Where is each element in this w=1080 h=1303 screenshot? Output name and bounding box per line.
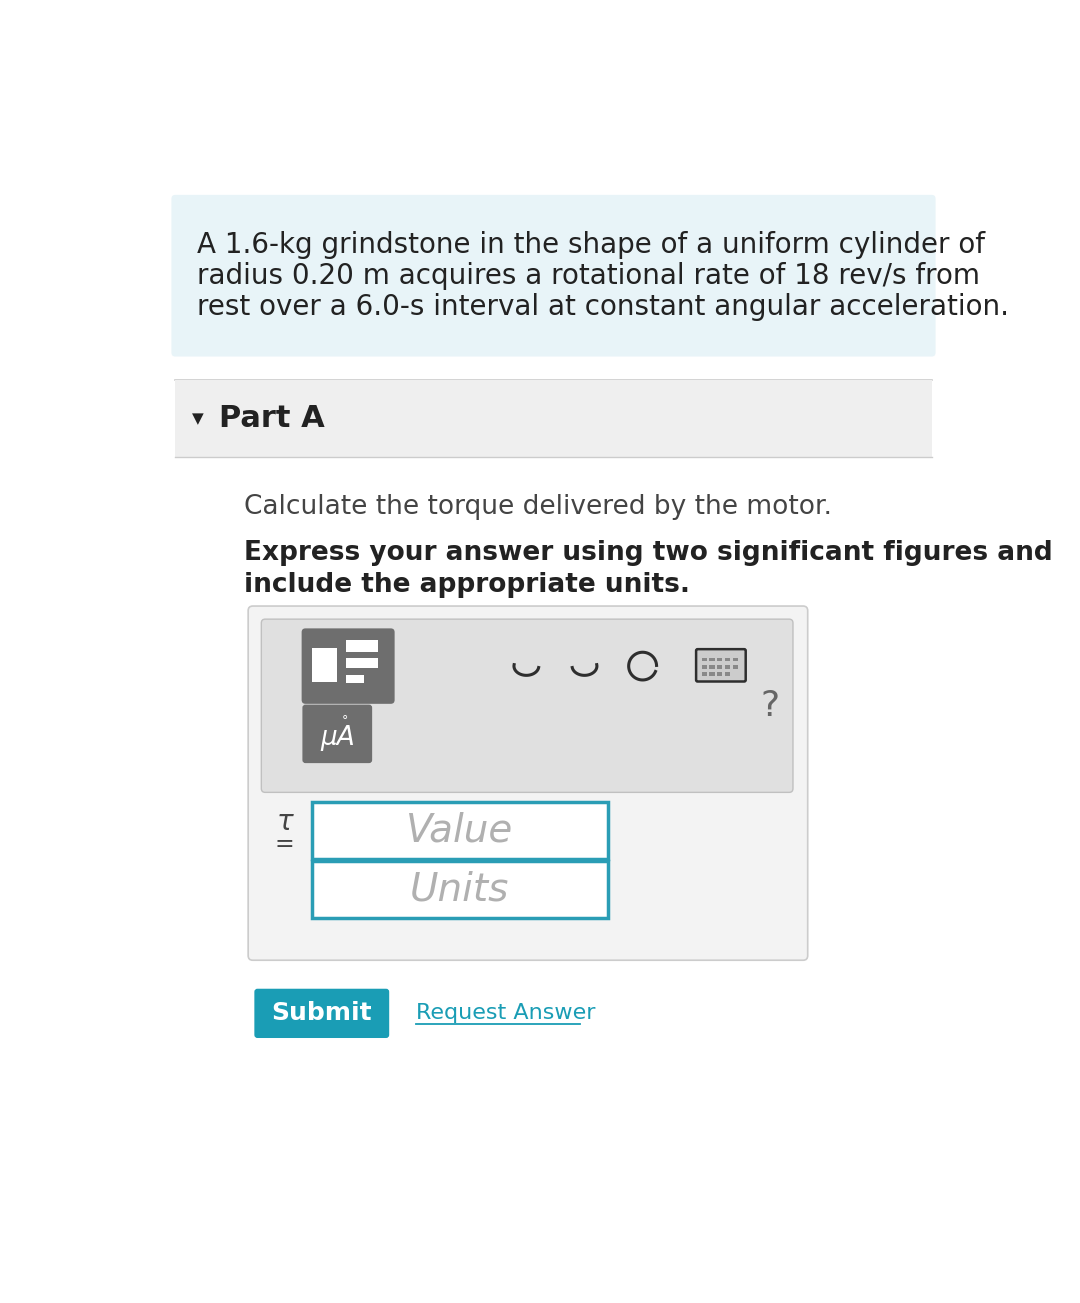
Bar [710, 658, 715, 662]
Bar [717, 658, 723, 662]
FancyBboxPatch shape [248, 606, 808, 960]
Bar [346, 658, 378, 667]
Bar [702, 672, 707, 676]
Text: Submit: Submit [271, 1002, 373, 1025]
Bar [732, 666, 738, 670]
FancyBboxPatch shape [172, 195, 935, 357]
FancyBboxPatch shape [302, 705, 373, 764]
Bar [717, 666, 723, 670]
FancyBboxPatch shape [255, 989, 389, 1038]
Text: Request Answer: Request Answer [416, 1003, 595, 1023]
Text: include the appropriate units.: include the appropriate units. [243, 572, 689, 598]
Text: ?: ? [760, 689, 780, 723]
Text: Calculate the torque delivered by the motor.: Calculate the torque delivered by the mo… [243, 494, 832, 520]
Bar [702, 666, 707, 670]
Bar [346, 640, 378, 653]
Bar [725, 666, 730, 670]
Bar [717, 672, 723, 676]
Text: °: ° [342, 714, 348, 727]
Text: τ: τ [276, 808, 293, 837]
FancyBboxPatch shape [697, 649, 745, 681]
FancyBboxPatch shape [175, 380, 932, 457]
FancyBboxPatch shape [312, 861, 608, 917]
Text: A 1.6-kg grindstone in the shape of a uniform cylinder of: A 1.6-kg grindstone in the shape of a un… [197, 231, 985, 259]
FancyBboxPatch shape [312, 801, 608, 859]
Text: Express your answer using two significant figures and: Express your answer using two significan… [243, 539, 1052, 566]
Text: μA: μA [320, 724, 354, 751]
Text: =: = [274, 833, 295, 856]
Bar [725, 658, 730, 662]
Text: Units: Units [410, 870, 510, 908]
Bar [312, 648, 337, 681]
Bar [702, 658, 707, 662]
Text: Value: Value [406, 810, 513, 850]
Bar [725, 672, 730, 676]
Text: rest over a 6.0-s interval at constant angular acceleration.: rest over a 6.0-s interval at constant a… [197, 293, 1009, 321]
FancyBboxPatch shape [301, 628, 394, 704]
Bar [710, 666, 715, 670]
Bar [710, 672, 715, 676]
Bar [346, 675, 364, 683]
Bar [732, 658, 738, 662]
Text: ▼: ▼ [192, 412, 204, 426]
Text: Part A: Part A [218, 404, 324, 434]
FancyBboxPatch shape [261, 619, 793, 792]
Text: radius 0.20 m acquires a rotational rate of 18 rev/s from: radius 0.20 m acquires a rotational rate… [197, 262, 980, 289]
